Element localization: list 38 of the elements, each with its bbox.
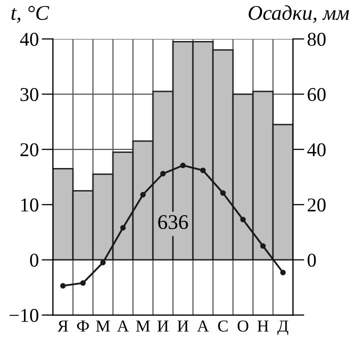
point: [80, 280, 86, 286]
x-tick-label: О: [238, 320, 248, 332]
x-tick-label: С: [218, 320, 228, 332]
y-tick-label: 10: [21, 198, 38, 212]
point: [200, 168, 206, 174]
point: [240, 216, 246, 222]
annotation: 636: [158, 215, 188, 230]
point: [280, 270, 286, 276]
point: [220, 190, 226, 196]
y2-tick-label: 20: [308, 198, 326, 212]
y-tick-label: 0: [30, 254, 38, 267]
x-tick-label: И: [177, 320, 188, 332]
x-tick-label: Я: [57, 320, 68, 332]
x-tick-label: А: [197, 320, 209, 332]
y2-tick-label: 80: [308, 32, 326, 46]
y2-tick-label: 60: [308, 88, 326, 102]
y2-axis-title: Осадки, мм: [248, 5, 349, 23]
y2-tick-label: 40: [307, 143, 326, 156]
point: [260, 243, 266, 249]
x-tick-label: И: [157, 320, 168, 332]
y-tick-label: 20: [20, 143, 38, 156]
x-tick-label: А: [117, 320, 129, 332]
y-tick-label: −10: [10, 308, 38, 322]
point: [120, 225, 126, 231]
point: [60, 283, 66, 289]
y2-tick-label: 0: [308, 254, 316, 267]
point: [160, 170, 166, 176]
x-tick-label: Ф: [77, 320, 89, 332]
point: [180, 162, 186, 168]
x-tick-label: Д: [277, 320, 288, 336]
y-tick-label: 40: [20, 32, 38, 46]
point: [100, 260, 106, 266]
x-tick-label: Н: [257, 320, 269, 332]
point: [140, 192, 146, 198]
x-tick-label: М: [96, 320, 110, 332]
y-tick-label: 30: [20, 88, 38, 102]
x-tick-label: М: [136, 320, 150, 332]
y-axis-title: t, °C: [12, 6, 50, 23]
